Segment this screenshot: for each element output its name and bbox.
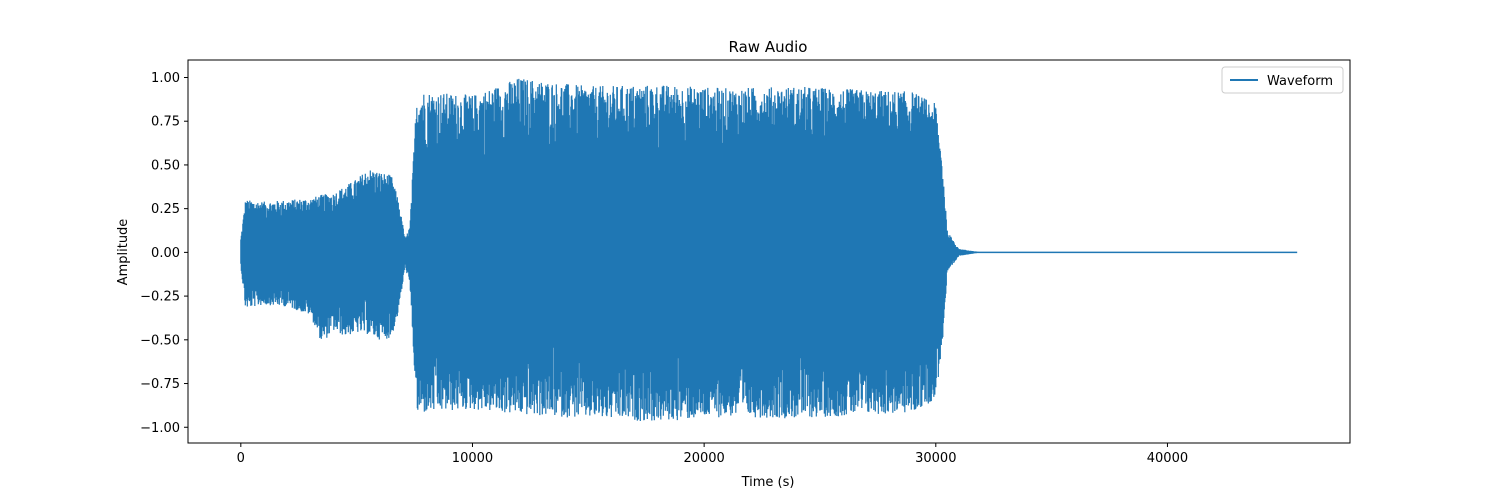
plot-area: [240, 78, 1298, 421]
y-tick-label: −0.50: [140, 333, 180, 348]
y-tick-label: 0.00: [151, 246, 180, 261]
x-axis-label: Time (s): [741, 475, 795, 490]
y-tick-label: 0.25: [151, 202, 180, 217]
x-tick-label: 30000: [915, 451, 956, 466]
x-axis: 0 10000 20000 30000 40000: [237, 443, 1188, 466]
waveform-series-line: [240, 78, 983, 421]
y-axis-label: Amplitude: [116, 219, 131, 286]
y-tick-label: 0.50: [151, 158, 180, 173]
x-tick-label: 40000: [1147, 451, 1188, 466]
y-tick-label: 0.75: [151, 115, 180, 130]
x-tick-label: 20000: [683, 451, 724, 466]
legend: Waveform: [1221, 66, 1344, 94]
chart-title: Raw Audio: [729, 38, 808, 56]
plot-frame: [187, 59, 1351, 444]
x-tick-label: 0: [237, 451, 245, 466]
y-tick-label: −0.25: [140, 290, 180, 305]
y-tick-label: −0.75: [140, 377, 180, 392]
legend-box: [1221, 66, 1344, 94]
legend-label: Waveform: [1267, 74, 1333, 89]
y-axis: 1.00 0.75 0.50 0.25 0.00 −0.25 −0.50 −0.75 −1.00: [140, 71, 188, 436]
y-tick-label: −1.00: [140, 421, 180, 436]
x-tick-label: 10000: [452, 451, 493, 466]
y-tick-label: 1.00: [151, 71, 180, 86]
